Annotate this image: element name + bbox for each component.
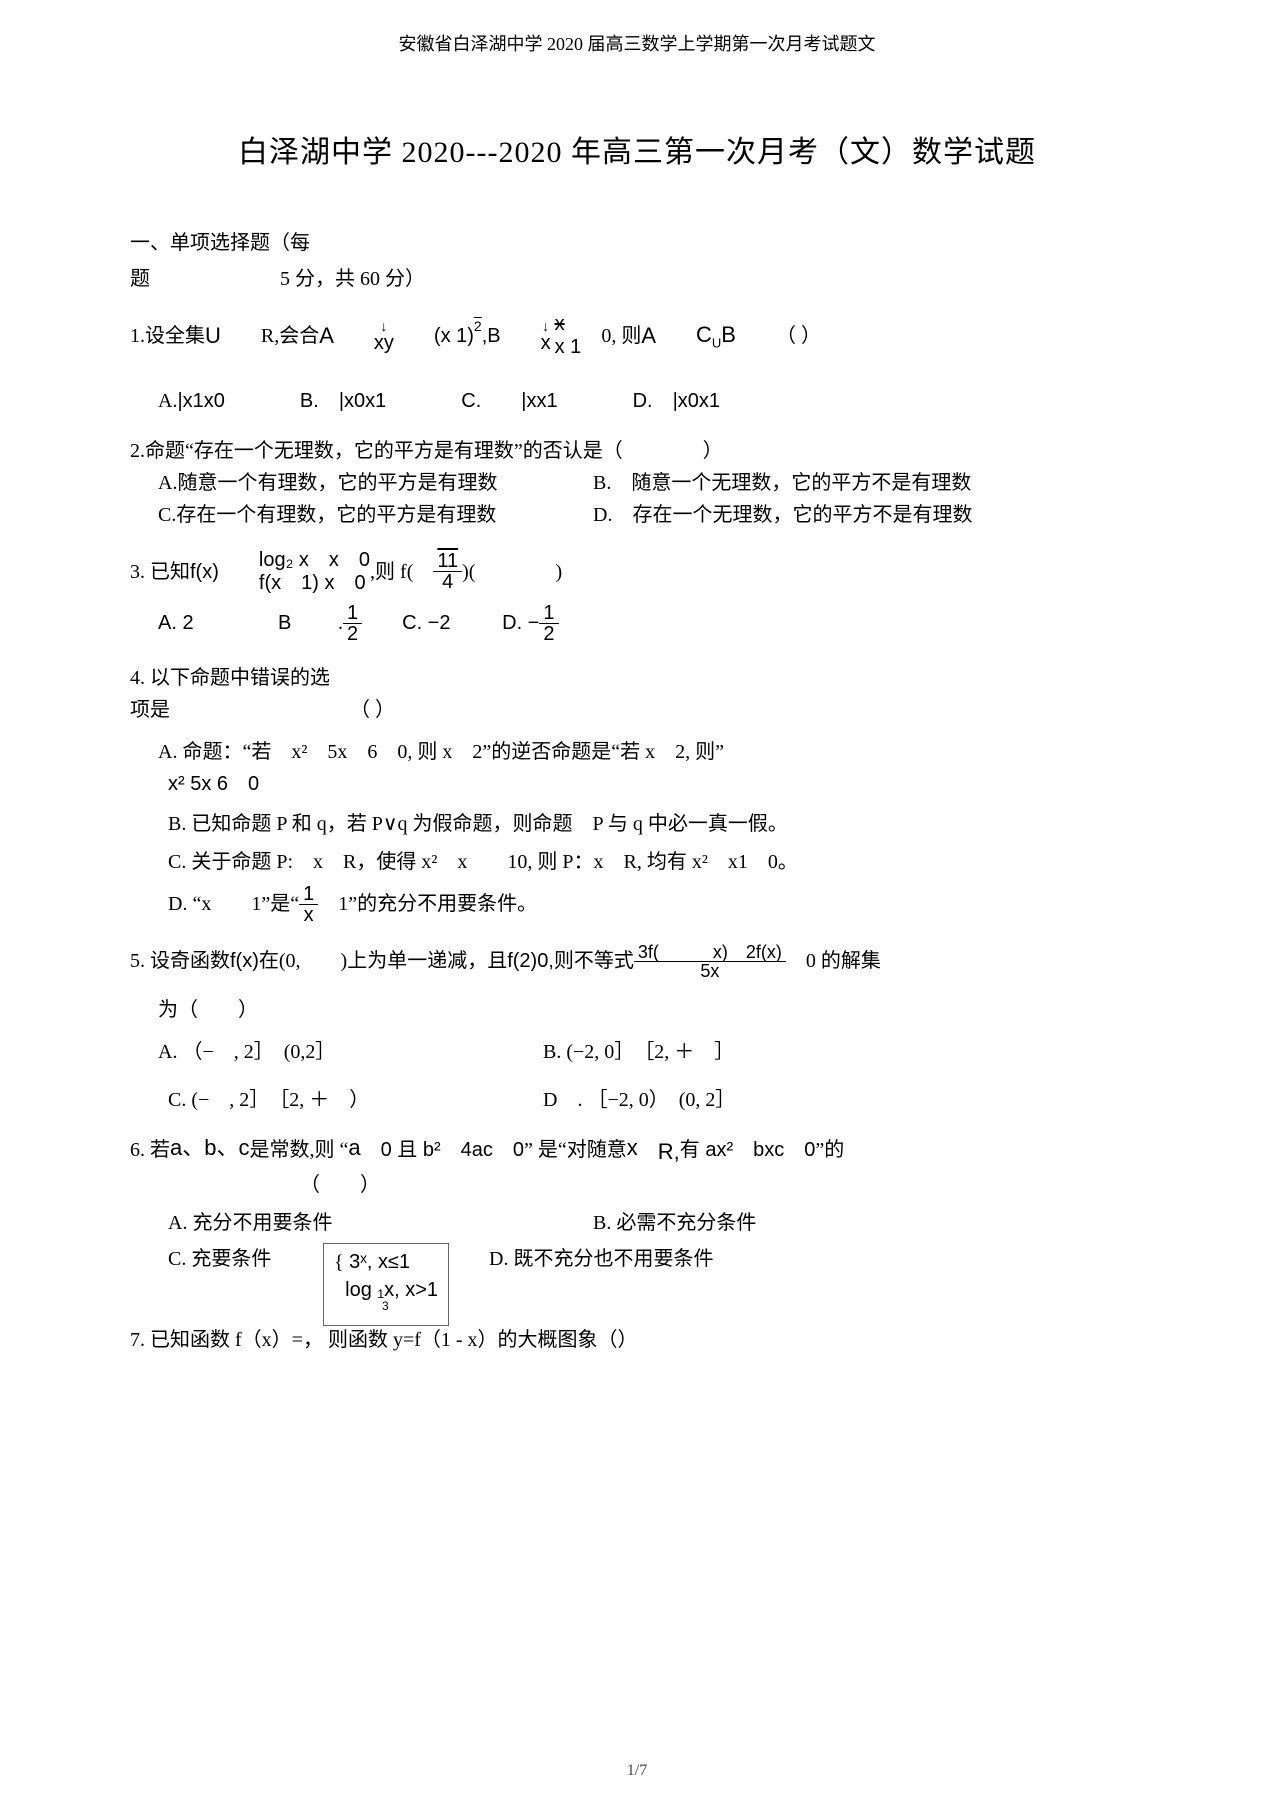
q1-paren: （ ）: [776, 320, 821, 352]
q1-cub: CUB: [696, 317, 736, 354]
q1-opt-a: A.|A.x1x0x1x0: [158, 385, 225, 417]
q1-A: A: [319, 318, 334, 353]
q1-xp1: (x 1): [434, 320, 474, 352]
q6-pre: 6. 若: [130, 1134, 170, 1166]
q5-l1a: 5. 设奇函数: [130, 945, 230, 977]
q6-opt-a: A. 充分不用要条件: [168, 1207, 588, 1239]
q1-frac: x x 1: [555, 313, 582, 359]
q4-opt-a2: x² 5x 6 0: [130, 768, 1144, 800]
q1-ge0: 0, 则: [601, 320, 641, 352]
q1-opt-d: D. |x0x1: [633, 385, 720, 417]
q2-row1: A.随意一个有理数，它的平方是有理数 B. 随意一个无理数，它的平方不是有理数: [130, 467, 1144, 499]
q1-options: A.|A.x1x0x1x0 B. |x0x1 C. |xx1 D. |x0x1: [130, 385, 1144, 417]
q3-opt-a: A. 2: [158, 607, 278, 639]
q6-paren: （ ）: [130, 1169, 1144, 1201]
q3-opt-b-l: B: [278, 607, 338, 639]
q4-l2: 项是 （ ）: [130, 694, 1144, 726]
q1-abs1: ↓xy: [374, 319, 394, 353]
q6-row1: A. 充分不用要条件 B. 必需不充分条件: [130, 1207, 1144, 1239]
q3-opt-d-frac: 1 2: [539, 603, 558, 644]
q5-l1b: 在(0, )上为单一递减，且: [259, 945, 507, 977]
q5-opt-b: B. (−2, 0］ ［2, ＋ ］: [543, 1041, 734, 1063]
q1-stem-b: R,会合: [261, 320, 319, 352]
question-5: 5. 设奇函数 f(x) 在(0, )上为单一递减，且 f(2)0, 则不等式 …: [130, 943, 1144, 1116]
q6-abc: a、b、c: [170, 1130, 249, 1165]
q5-opt-c: C. (− , 2］ ［2, ＋ ）: [168, 1084, 538, 1116]
q5-opt-a: A. （− , 2］ (0,2］: [158, 1036, 538, 1068]
question-4: 4. 以下命题中错误的选 项是 （ ） A. 命题：“若 x² 5x 6 0, …: [130, 662, 1144, 925]
q6-cond2: 有 ax² bxc 0: [680, 1134, 816, 1166]
q2-stem: 2.命题“存在一个无理数，它的平方是有理数”的否认是（ ）: [130, 435, 1144, 467]
q1-abs2: ↓x: [541, 319, 551, 353]
q1-A2: A: [641, 318, 656, 353]
q6-close: ”的: [815, 1134, 844, 1166]
q5-l2: 为（ ）: [130, 994, 1144, 1026]
q2-opt-a: A.随意一个有理数，它的平方是有理数: [158, 467, 588, 499]
section-1-points: 5 分，共 60 分）: [280, 268, 425, 290]
q3-fx: f(x): [190, 556, 219, 588]
q2-opt-b: B. 随意一个无理数，它的平方不是有理数: [593, 472, 971, 494]
q6-mid2: ” 是“对随意: [524, 1134, 627, 1166]
q5-ge: 0 的解集: [786, 945, 881, 977]
question-1: 1.设全集 U R,会合 A ↓xy (x 1) 2 ,B ↓x x x 1 0…: [130, 313, 1144, 417]
q3-opt-b-frac: 1 2: [343, 603, 362, 644]
q4-l1: 4. 以下命题中错误的选: [130, 662, 1144, 694]
section-1-header-line1: 一、单项选择题（每: [130, 227, 1144, 259]
question-3: 3. 已知 f(x) log₂ x x 0 f(x 1) x 0 ,则 f( 1…: [130, 549, 1144, 644]
q1-opt-c: C. |xx1: [461, 385, 557, 417]
q3-opt-c: C. −2: [402, 607, 502, 639]
q6-cond1: 0 且 b² 4ac 0: [361, 1134, 524, 1166]
q3-pre: 3. 已知: [130, 556, 190, 588]
q1-opt-b: B. |x0x1: [300, 385, 386, 417]
q1-stem-a: 1.设全集: [130, 320, 205, 352]
q2-opt-d: D. 存在一个无理数，它的平方不是有理数: [593, 504, 972, 526]
running-header: 安徽省白泽湖中学 2020 届高三数学上学期第一次月考试题文: [130, 30, 1144, 59]
page-number: 1/7: [0, 1758, 1274, 1784]
q1-exp: 2: [474, 319, 482, 353]
q3-piecewise: log₂ x x 0 f(x 1) x 0: [259, 549, 370, 595]
q5-row1: A. （− , 2］ (0,2］ B. (−2, 0］ ［2, ＋ ］: [130, 1036, 1144, 1068]
q2-row2: C.存在一个有理数，它的平方是有理数 D. 存在一个无理数，它的平方不是有理数: [130, 499, 1144, 531]
q6-row2: C. 充要条件 { 3ˣ, x≤1 log ₁x, x>1 3 D. 既不充分也…: [130, 1243, 1144, 1326]
q3-close: )( ): [462, 556, 562, 588]
q6-x: x: [627, 1130, 638, 1165]
question-2: 2.命题“存在一个无理数，它的平方是有理数”的否认是（ ） A.随意一个有理数，…: [130, 435, 1144, 531]
q2-opt-c: C.存在一个有理数，它的平方是有理数: [158, 499, 588, 531]
q6-a: a: [348, 1130, 360, 1165]
q3-options: A. 2 B . 1 2 C. −2 D. − 1 2: [130, 603, 1144, 644]
q4-opt-d: D. “x 1”是“ 1 x 1”的充分不用要条件。: [130, 884, 1144, 925]
page-container: 安徽省白泽湖中学 2020 届高三数学上学期第一次月考试题文 白泽湖中学 202…: [0, 0, 1274, 1804]
q7-piecewise-box: { 3ˣ, x≤1 log ₁x, x>1 3: [323, 1243, 449, 1326]
section-1-cont: 题: [130, 268, 150, 290]
q1-comma: ,B: [482, 320, 501, 352]
q3-arg-frac: 11 4: [433, 551, 462, 592]
q1-U: U: [205, 318, 221, 353]
q7-pre: 7. 已知函数 f（x）=，: [130, 1329, 323, 1351]
q7-post: 则函数 y=f（1 - x）的大概图象（）: [328, 1329, 638, 1351]
q3-mid: ,则 f(: [370, 556, 413, 588]
q6-opt-c: C. 充要条件: [168, 1243, 318, 1275]
q4-opt-b: B. 已知命题 P 和 q，若 P∨q 为假命题，则命题 P 与 q 中必一真一…: [130, 808, 1144, 840]
q5-l1c: 则不等式: [554, 945, 634, 977]
q6-mid1: 是常数,则 “: [249, 1134, 348, 1166]
section-1-header-line2: 题 5 分，共 60 分）: [130, 263, 1144, 295]
q5-opt-d: D . ［−2, 0） (0, 2］: [543, 1089, 735, 1111]
q5-row2: C. (− , 2］ ［2, ＋ ） D . ［−2, 0） (0, 2］: [130, 1084, 1144, 1116]
question-7: 7. 已知函数 f（x）=， 则函数 y=f（1 - x）的大概图象（）: [130, 1324, 1144, 1356]
question-6: 6. 若 a、b、c 是常数,则 “ a 0 且 b² 4ac 0 ” 是“对随…: [130, 1134, 1144, 1326]
q4-opt-c: C. 关于命题 P: x R，使得 x² x 10, 则 P：x R, 均有 x…: [130, 846, 1144, 878]
q3-opt-d-l: D. −: [502, 607, 539, 639]
q5-frac: 3f( x) 2f(x) 5x: [634, 943, 786, 980]
exam-title: 白泽湖中学 2020---2020 年高三第一次月考（文）数学试题: [130, 129, 1144, 177]
q5-fx: f(x): [230, 945, 259, 977]
q5-f20: f(2)0,: [507, 945, 554, 977]
q4-opt-a1: A. 命题：“若 x² 5x 6 0, 则 x 2”的逆否命题是“若 x 2, …: [130, 736, 1144, 768]
q4-d-frac: 1 x: [299, 884, 318, 925]
q6-opt-d: D. 既不充分也不用要条件: [489, 1248, 713, 1270]
q6-opt-b: B. 必需不充分条件: [593, 1212, 756, 1234]
q6-R: R,: [658, 1134, 680, 1169]
